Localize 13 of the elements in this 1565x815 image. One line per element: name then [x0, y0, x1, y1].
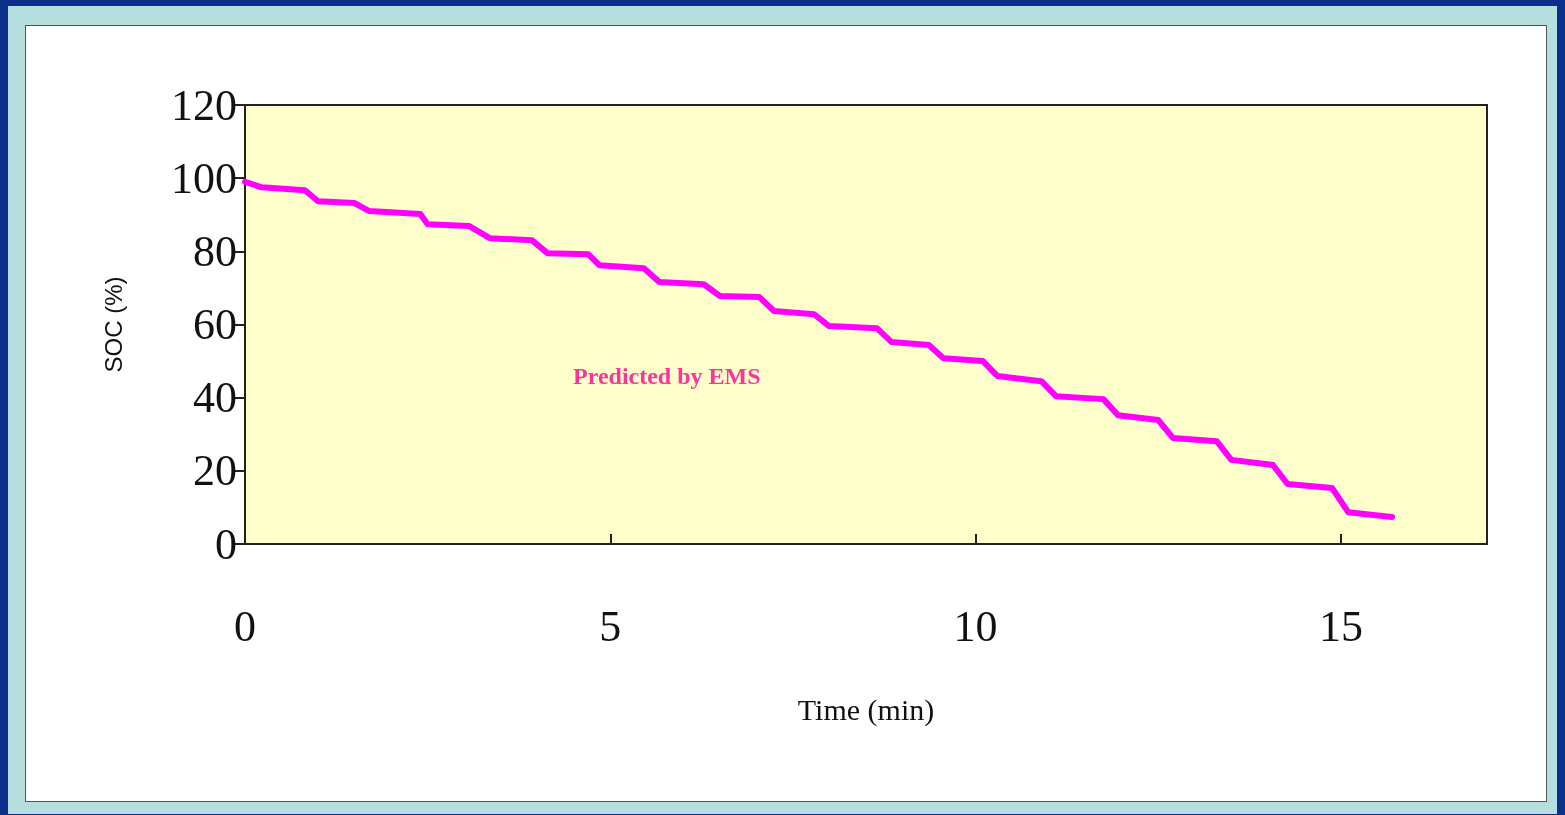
- x-tick-label: 5: [599, 601, 622, 651]
- x-tick-label: 10: [953, 601, 998, 651]
- y-tick-label: 20: [193, 446, 237, 496]
- y-tick-label: 80: [193, 226, 237, 276]
- y-tick-label: 40: [193, 373, 237, 423]
- y-tick-label: 100: [171, 153, 237, 203]
- y-tick-label: 0: [215, 519, 237, 569]
- x-tick-label: 15: [1318, 601, 1363, 651]
- y-tick-label: 120: [171, 80, 237, 130]
- y-axis-title: SOC (%): [99, 276, 127, 373]
- annotation: Predicted by EMS: [573, 363, 761, 389]
- y-tick-label: 60: [193, 300, 237, 349]
- x-axis-title: Time (min): [797, 692, 935, 727]
